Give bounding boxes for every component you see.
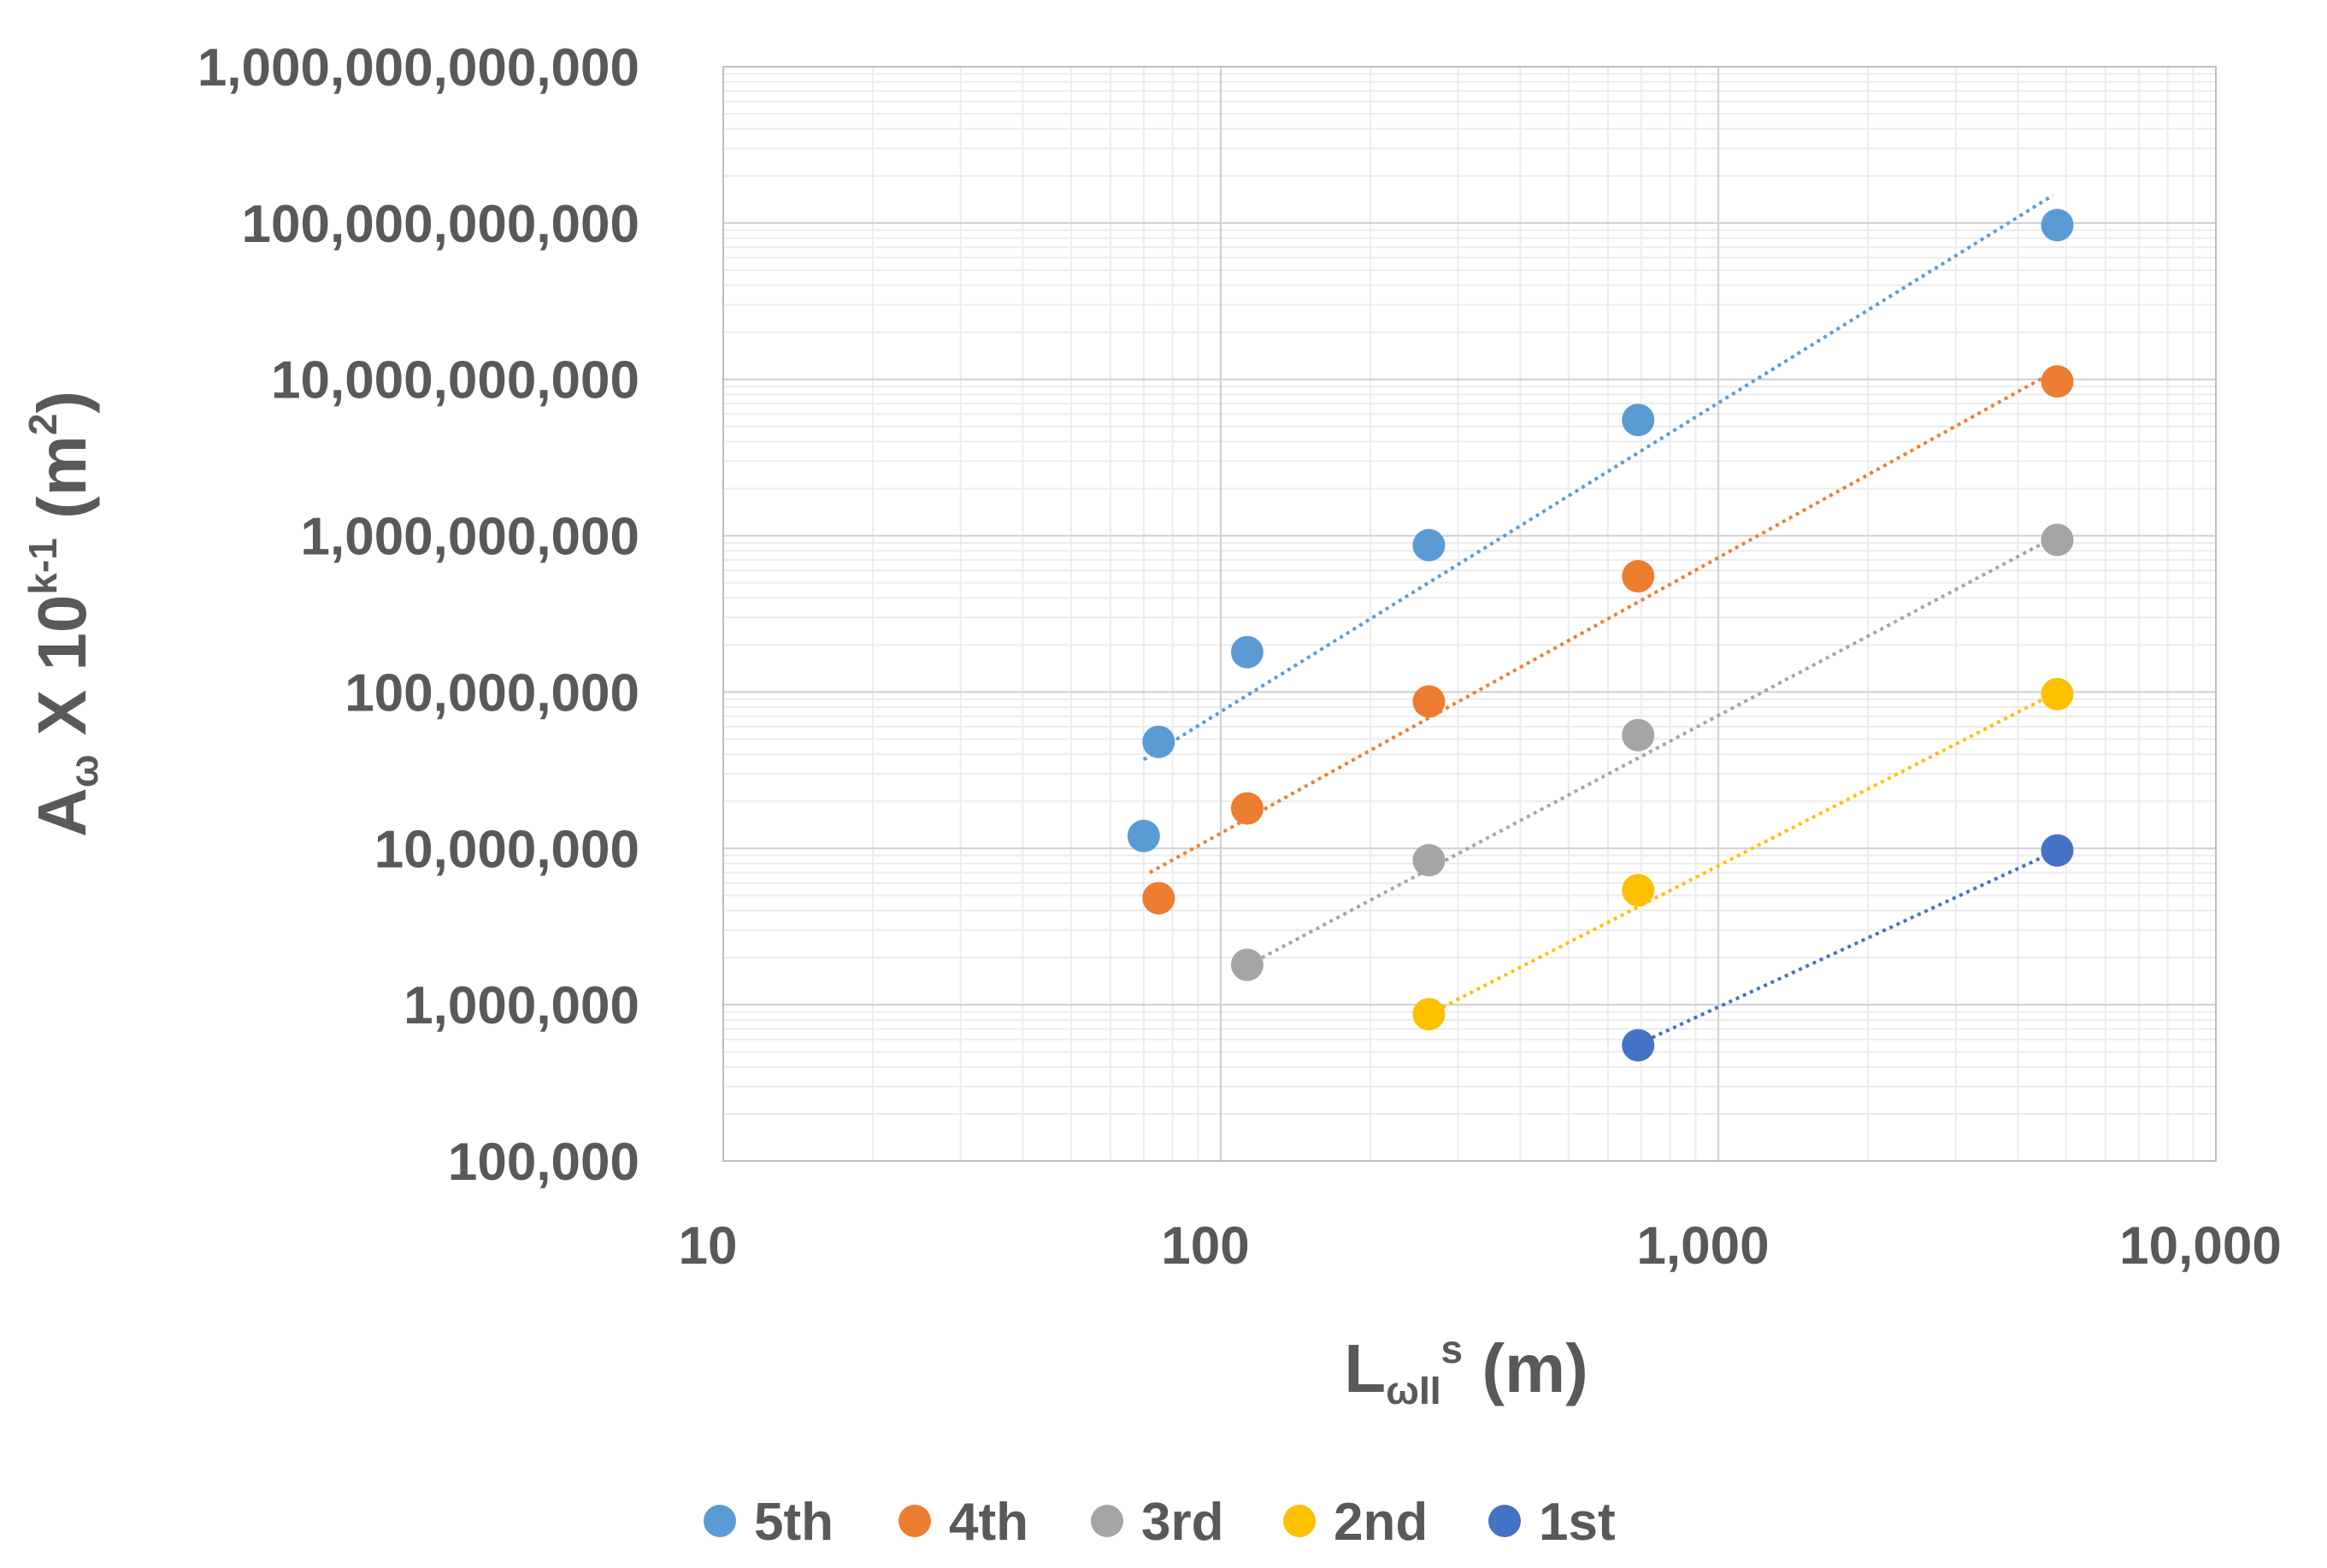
y-axis-title-unit-end: ) [24,391,100,414]
y-tick-label: 1,000,000,000 [301,508,640,567]
point-5th [1142,725,1175,758]
point-2nd [1412,998,1446,1031]
y-axis-title-mid: X 10 [24,595,100,755]
data-points [1127,209,2074,1062]
y-axis-title: Aω X 10k-1 (m2) [21,391,106,837]
y-tick-label: 100,000 [448,1133,639,1192]
x-axis-title-superscript: s [1441,1327,1464,1371]
point-2nd [2041,677,2074,710]
plot-area-border [722,66,2217,1162]
point-4th [1142,881,1175,915]
legend-label-1st: 1st [1539,1493,1616,1552]
point-1st [1622,1029,1655,1062]
point-3rd [1412,844,1446,877]
legend-item-5th: 5th [704,1493,834,1552]
legend-item-1st: 1st [1488,1493,1616,1552]
point-5th [2041,209,2074,242]
minor-gridlines [723,67,2216,1161]
x-axis-title-unit: (m) [1463,1330,1588,1406]
legend-marker-3rd [1091,1505,1123,1537]
point-2nd [1622,874,1655,907]
y-tick-label: 1,000,000 [404,976,639,1035]
x-tick-label: 1,000 [1636,1217,1769,1276]
trendline-1st [1637,848,2059,1046]
point-4th [1622,560,1655,593]
x-axis-title: LωIIs (m) [1344,1327,1588,1412]
point-4th [1230,792,1264,825]
legend-item-2nd: 2nd [1283,1493,1428,1552]
y-axis-title-unit: (m [24,435,100,538]
y-axis-title-unit-superscript: 2 [21,414,65,436]
y-tick-label: 100,000,000 [345,663,639,722]
point-3rd [1230,948,1264,981]
x-tick-label: 100 [1161,1217,1249,1276]
legend-marker-1st [1488,1505,1521,1537]
trendline-5th [1142,193,2054,762]
y-axis-title-subscript: ω [62,754,106,787]
y-axis-title-superscript: k-1 [21,538,65,594]
trendline-3rd [1240,533,2059,970]
legend-label-5th: 5th [754,1493,834,1552]
legend-marker-2nd [1283,1505,1316,1537]
trendline-4th [1148,368,2059,875]
point-5th [1127,819,1160,852]
legend: 5th 4th 3rd 2nd 1st [704,1493,1616,1552]
point-4th [2041,365,2074,398]
legend-item-3rd: 3rd [1091,1493,1223,1552]
legend-label-2nd: 2nd [1334,1493,1428,1552]
point-1st [2041,834,2074,867]
y-tick-label: 10,000,000,000 [271,351,639,410]
legend-label-3rd: 3rd [1141,1493,1223,1552]
y-tick-label: 100,000,000,000 [242,195,639,254]
x-tick-label: 10 [679,1217,738,1276]
x-axis-tick-labels: 10 100 1,000 10,000 [679,1217,2282,1276]
legend-marker-5th [704,1505,736,1537]
x-axis-title-subscript: ωII [1386,1368,1440,1412]
x-axis-title-main: L [1344,1330,1386,1406]
y-tick-label: 1,000,000,000,000 [197,38,639,97]
trendlines [1142,193,2059,1046]
point-5th [1230,635,1264,669]
y-axis-title-main: A [24,787,100,837]
trendline-2nd [1428,690,2059,1016]
point-5th [1622,404,1655,437]
y-axis-tick-labels: 100,000 1,000,000 10,000,000 100,000,000 1,0… [197,38,639,1192]
point-5th [1412,528,1446,562]
y-tick-label: 10,000,000 [374,820,639,879]
point-4th [1412,685,1446,718]
x-tick-label: 10,000 [2119,1217,2282,1276]
legend-marker-4th [898,1505,931,1537]
legend-item-4th: 4th [898,1493,1028,1552]
point-3rd [2041,523,2074,557]
legend-label-4th: 4th [949,1493,1028,1552]
point-3rd [1622,718,1655,752]
